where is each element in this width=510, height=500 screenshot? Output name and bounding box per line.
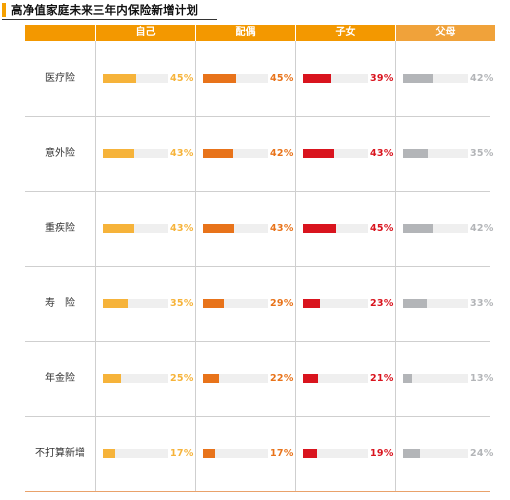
bar-track (203, 448, 268, 458)
grid-line-horizontal (25, 266, 490, 267)
bar-track (203, 373, 268, 383)
bar-track (103, 73, 168, 83)
grid-line-horizontal (25, 116, 490, 117)
bar-track (203, 298, 268, 308)
bar-value-label: 43% (170, 147, 194, 159)
bar-track (303, 448, 368, 458)
bar-fill (103, 223, 134, 233)
bar-track (103, 148, 168, 158)
bar-fill (203, 448, 215, 458)
bar-track (403, 448, 468, 458)
insurance-plan-table: 自己 配偶 子女 父母 医疗险 45% 45% 39% 42% 意外险 43% 42% 43% 35% 重… (25, 25, 495, 495)
row-label: 不打算新增 (35, 447, 85, 459)
bar-track (403, 223, 468, 233)
bar-track (303, 373, 368, 383)
bar-fill (103, 373, 121, 383)
bar-value-label: 21% (370, 372, 394, 384)
bar-track (303, 73, 368, 83)
bar-value-label: 43% (370, 147, 394, 159)
bar-track (403, 148, 468, 158)
bar-fill (203, 148, 233, 158)
row-label: 意外险 (45, 147, 75, 159)
bar-track (103, 223, 168, 233)
column-header: 父母 (396, 25, 495, 41)
bar-value-label: 43% (170, 222, 194, 234)
bar-track (203, 148, 268, 158)
bar-value-label: 42% (470, 222, 494, 234)
bar-fill (103, 298, 128, 308)
chart-title-bar: 高净值家庭未来三年内保险新增计划 (2, 2, 198, 18)
bar-fill (403, 148, 428, 158)
chart-title: 高净值家庭未来三年内保险新增计划 (11, 3, 199, 17)
bar-value-label: 29% (270, 297, 294, 309)
bar-fill (303, 373, 318, 383)
bar-value-label: 42% (470, 72, 494, 84)
bar-fill (303, 298, 320, 308)
bar-value-label: 24% (470, 447, 494, 459)
grid-line-horizontal (25, 416, 490, 417)
bar-value-label: 42% (270, 147, 294, 159)
bar-fill (403, 448, 420, 458)
bar-track (303, 223, 368, 233)
bar-value-label: 35% (470, 147, 494, 159)
bar-track (403, 298, 468, 308)
column-header: 自己 (96, 25, 195, 41)
bar-fill (403, 223, 433, 233)
bar-track (103, 298, 168, 308)
bar-fill (203, 298, 224, 308)
grid-line-horizontal (25, 341, 490, 342)
title-marker (2, 3, 6, 17)
header-empty-cell (25, 25, 95, 41)
bar-value-label: 17% (270, 447, 294, 459)
row-label: 医疗险 (45, 72, 75, 84)
grid-line-horizontal (25, 191, 490, 192)
column-header: 配偶 (196, 25, 295, 41)
bar-fill (303, 448, 317, 458)
bar-track (303, 148, 368, 158)
bar-fill (403, 298, 427, 308)
row-label: 寿 险 (45, 297, 75, 309)
bar-value-label: 45% (270, 72, 294, 84)
bar-fill (203, 373, 219, 383)
bar-track (103, 448, 168, 458)
bar-track (203, 223, 268, 233)
bar-value-label: 13% (470, 372, 494, 384)
column-header: 子女 (296, 25, 395, 41)
bar-fill (403, 373, 412, 383)
bar-value-label: 33% (470, 297, 494, 309)
bar-value-label: 45% (370, 222, 394, 234)
bar-fill (103, 448, 115, 458)
bar-value-label: 22% (270, 372, 294, 384)
bar-value-label: 43% (270, 222, 294, 234)
row-label: 年金险 (45, 372, 75, 384)
bar-value-label: 39% (370, 72, 394, 84)
bar-value-label: 23% (370, 297, 394, 309)
bar-fill (403, 73, 433, 83)
table-header-row: 自己 配偶 子女 父母 (25, 25, 495, 41)
bar-fill (203, 73, 236, 83)
bar-fill (203, 223, 234, 233)
bar-track (103, 373, 168, 383)
bar-value-label: 45% (170, 72, 194, 84)
bar-value-label: 35% (170, 297, 194, 309)
bar-track (203, 73, 268, 83)
bar-track (403, 73, 468, 83)
bar-fill (103, 148, 134, 158)
row-label: 重疾险 (45, 222, 75, 234)
title-underline (2, 19, 217, 20)
bar-value-label: 17% (170, 447, 194, 459)
bar-value-label: 25% (170, 372, 194, 384)
bar-track (303, 298, 368, 308)
bar-track (403, 373, 468, 383)
bar-fill (303, 223, 336, 233)
bar-value-label: 19% (370, 447, 394, 459)
table-bottom-line (25, 491, 490, 492)
bar-fill (303, 73, 331, 83)
bar-fill (103, 73, 136, 83)
bar-fill (303, 148, 334, 158)
